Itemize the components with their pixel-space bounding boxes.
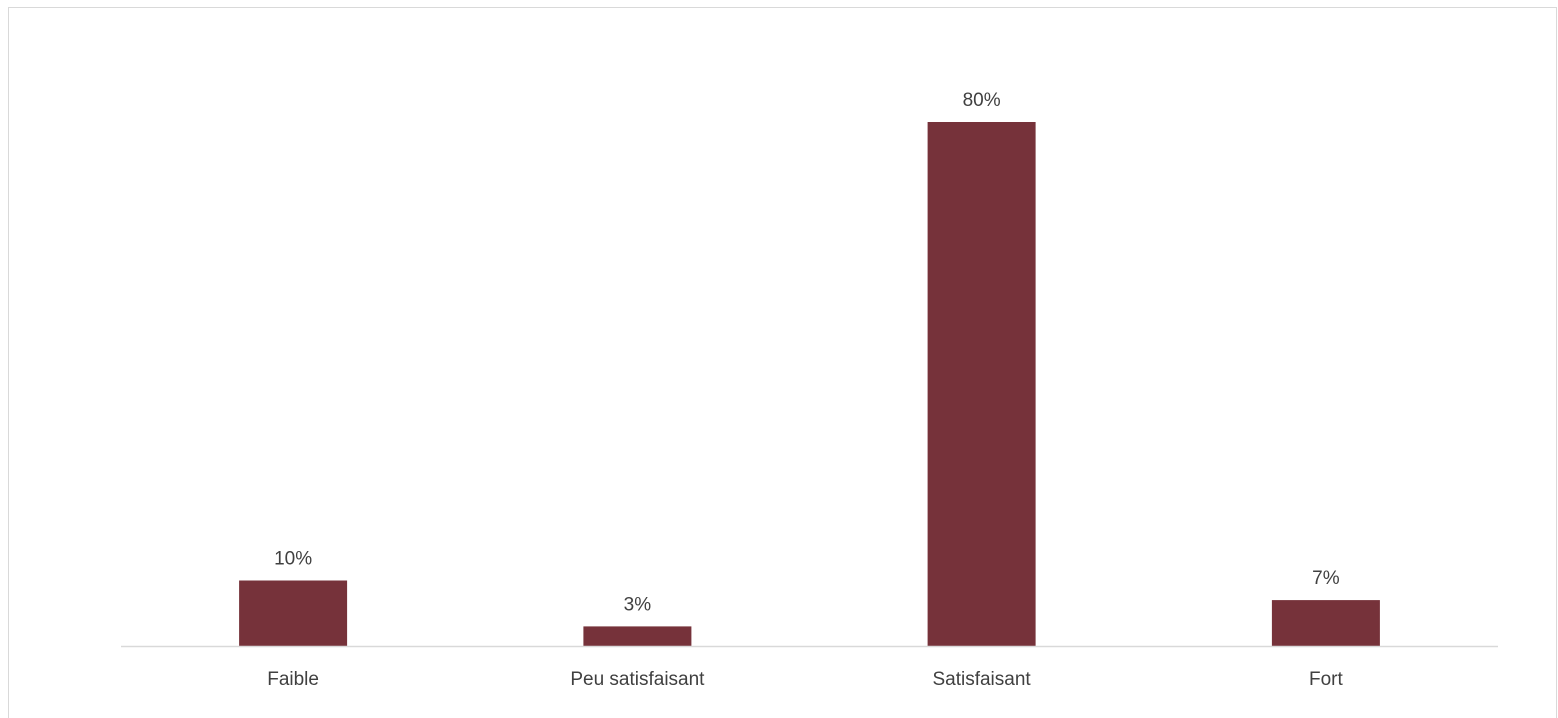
category-label-fort: Fort xyxy=(1309,669,1344,690)
category-labels-layer: Faible Peu satisfaisant Satisfaisant Fort xyxy=(267,669,1343,690)
value-label-satisfaisant: 80% xyxy=(963,90,1001,111)
bar-peu-satisfaisant xyxy=(583,626,692,646)
value-labels-layer: 10% 3% 80% 7% xyxy=(274,90,1340,615)
bar-faible xyxy=(239,580,348,646)
category-label-satisfaisant: Satisfaisant xyxy=(932,669,1031,690)
bar-fort xyxy=(1271,600,1380,646)
bars-layer xyxy=(239,122,1380,646)
value-label-faible: 10% xyxy=(274,549,312,570)
category-label-faible: Faible xyxy=(267,669,319,690)
category-label-peu-satisfaisant: Peu satisfaisant xyxy=(570,669,705,690)
value-label-peu-satisfaisant: 3% xyxy=(624,594,652,615)
bar-satisfaisant xyxy=(927,122,1036,646)
value-label-fort: 7% xyxy=(1312,568,1340,589)
